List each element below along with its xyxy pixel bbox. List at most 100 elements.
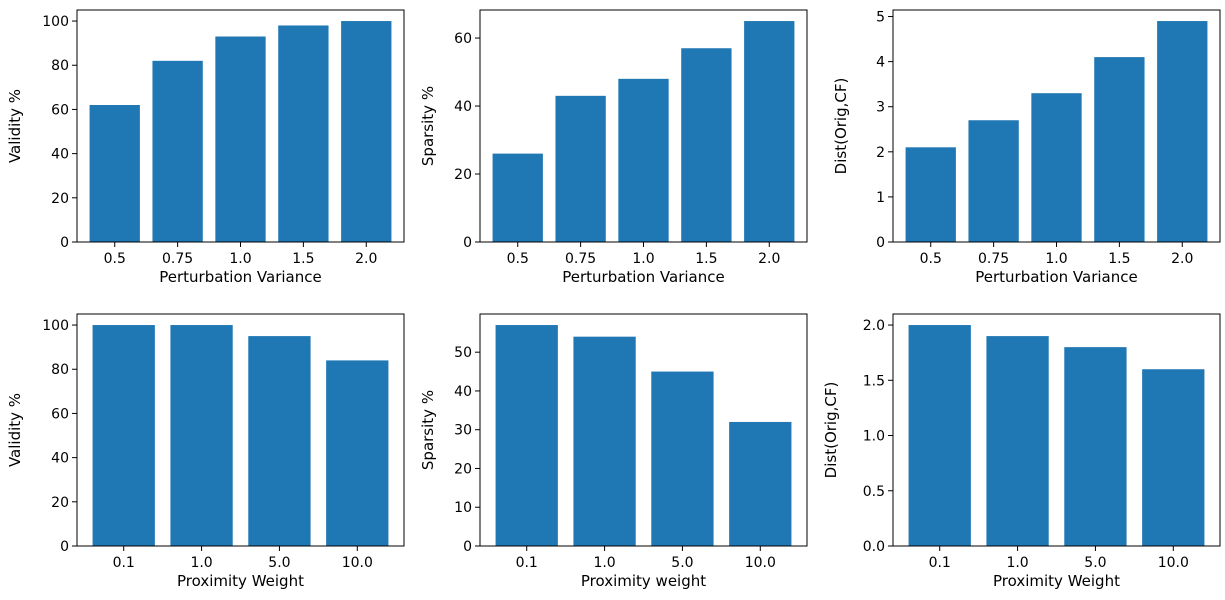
x-tick-label: 0.5 bbox=[104, 251, 126, 267]
x-axis-label: Perturbation Variance bbox=[975, 268, 1137, 286]
x-tick-label: 1.0 bbox=[632, 251, 654, 267]
bar-1_5 bbox=[681, 48, 732, 242]
y-tick-label: 60 bbox=[51, 406, 69, 422]
y-tick-label: 0 bbox=[60, 235, 69, 251]
bar-1_5 bbox=[1094, 57, 1145, 242]
bar-5_0 bbox=[651, 371, 714, 546]
y-tick-label: 1.0 bbox=[863, 429, 885, 445]
y-tick-label: 0 bbox=[60, 539, 69, 555]
y-tick-label: 20 bbox=[51, 191, 69, 207]
x-tick-label: 5.0 bbox=[671, 555, 693, 571]
y-tick-label: 40 bbox=[454, 99, 472, 115]
y-tick-label: 10 bbox=[454, 500, 472, 516]
x-tick-label: 0.1 bbox=[113, 555, 135, 571]
bar-2_0 bbox=[341, 21, 392, 242]
bar-0_5 bbox=[89, 105, 140, 242]
x-tick-label: 1.5 bbox=[1108, 251, 1130, 267]
subplot-5: 0.1 1.0 5.0 10.0 0 10 20 30 40 50 Proximity weight… bbox=[419, 313, 808, 590]
x-axis-label: Perturbation Variance bbox=[562, 268, 724, 286]
y-tick-label: 40 bbox=[454, 384, 472, 400]
axes-frame bbox=[76, 313, 405, 547]
x-axis-label: Proximity Weight bbox=[177, 572, 304, 590]
y-tick-label: 100 bbox=[42, 318, 69, 334]
x-tick-label: 2.0 bbox=[355, 251, 377, 267]
x-axis-label: Proximity Weight bbox=[993, 572, 1120, 590]
x-axis-label: Proximity weight bbox=[581, 572, 706, 590]
bar-5_0 bbox=[1064, 347, 1127, 546]
bar-2_0 bbox=[744, 21, 795, 242]
bar-0_5 bbox=[905, 147, 956, 242]
x-tick-label: 0.1 bbox=[929, 555, 951, 571]
y-tick-label: 5 bbox=[876, 10, 885, 26]
x-tick-label: 0.75 bbox=[565, 251, 596, 267]
bar-1_0 bbox=[1031, 93, 1082, 242]
y-tick-label: 20 bbox=[51, 495, 69, 511]
y-tick-label: 60 bbox=[51, 102, 69, 118]
bar-1_0 bbox=[618, 78, 669, 242]
x-tick-label: 10.0 bbox=[745, 555, 776, 571]
x-tick-label: 1.0 bbox=[1006, 555, 1028, 571]
x-tick-label: 1.0 bbox=[190, 555, 212, 571]
y-tick-label: 80 bbox=[51, 58, 69, 74]
bar-1_0 bbox=[170, 325, 233, 546]
x-tick-label: 5.0 bbox=[268, 555, 290, 571]
y-tick-label: 40 bbox=[51, 451, 69, 467]
x-tick-label: 10.0 bbox=[342, 555, 373, 571]
y-axis-label: Dist(Orig,CF) bbox=[822, 382, 840, 479]
x-tick-label: 5.0 bbox=[1084, 555, 1106, 571]
y-tick-label: 60 bbox=[454, 31, 472, 47]
x-tick-label: 0.75 bbox=[162, 251, 193, 267]
x-tick-label: 1.0 bbox=[1045, 251, 1067, 267]
x-tick-label: 2.0 bbox=[758, 251, 780, 267]
x-axis-label: Perturbation Variance bbox=[159, 268, 321, 286]
x-tick-label: 0.1 bbox=[516, 555, 538, 571]
subplot-3: 0.5 0.75 1.0 1.5 2.0 0 1 2 3 4 5 Perturbation Varia… bbox=[832, 9, 1221, 286]
axes-frame bbox=[892, 313, 1221, 547]
y-tick-label: 2 bbox=[876, 145, 885, 161]
x-tick-label: 10.0 bbox=[1158, 555, 1189, 571]
x-tick-label: 2.0 bbox=[1171, 251, 1193, 267]
y-tick-label: 100 bbox=[42, 14, 69, 30]
bar-0_75 bbox=[555, 95, 606, 242]
bar-1_0 bbox=[573, 336, 636, 546]
x-tick-label: 1.5 bbox=[292, 251, 314, 267]
x-tick-label: 1.0 bbox=[593, 555, 615, 571]
y-tick-label: 40 bbox=[51, 147, 69, 163]
x-tick-label: 0.5 bbox=[920, 251, 942, 267]
y-tick-label: 0 bbox=[876, 235, 885, 251]
y-tick-label: 50 bbox=[454, 345, 472, 361]
subplot-1: 0.5 0.75 1.0 1.5 2.0 0 20 40 60 80 100 Perturbation… bbox=[6, 9, 405, 286]
bar-0_75 bbox=[152, 60, 203, 242]
y-tick-label: 0.5 bbox=[863, 484, 885, 500]
y-tick-label: 4 bbox=[876, 55, 885, 71]
x-tick-label: 0.75 bbox=[978, 251, 1009, 267]
bar-0_5 bbox=[492, 153, 543, 242]
y-axis-label: Sparsity % bbox=[419, 390, 437, 470]
subplot-2: 0.5 0.75 1.0 1.5 2.0 0 20 40 60 Perturbation Vari… bbox=[419, 9, 808, 286]
y-tick-label: 3 bbox=[876, 100, 885, 116]
y-tick-label: 1.5 bbox=[863, 373, 885, 389]
y-tick-label: 30 bbox=[454, 423, 472, 439]
bar-10_0 bbox=[1142, 369, 1205, 546]
y-axis-label: Validity % bbox=[6, 393, 24, 467]
bar-0_75 bbox=[968, 120, 1019, 242]
bar-2_0 bbox=[1157, 21, 1208, 242]
x-tick-label: 1.0 bbox=[229, 251, 251, 267]
bar-0_1 bbox=[92, 325, 155, 546]
y-axis-label: Sparsity % bbox=[419, 86, 437, 166]
bar-0_1 bbox=[495, 325, 558, 546]
bar-0_1 bbox=[908, 325, 971, 546]
y-tick-label: 80 bbox=[51, 362, 69, 378]
bar-1_0 bbox=[215, 36, 266, 243]
bar-1_5 bbox=[278, 25, 329, 242]
x-tick-label: 1.5 bbox=[695, 251, 717, 267]
y-tick-label: 0 bbox=[463, 235, 472, 251]
y-axis-label: Validity % bbox=[6, 89, 24, 163]
y-tick-label: 1 bbox=[876, 190, 885, 206]
y-tick-label: 20 bbox=[454, 461, 472, 477]
y-tick-label: 2.0 bbox=[863, 318, 885, 334]
bar-10_0 bbox=[729, 421, 792, 546]
y-tick-label: 0 bbox=[463, 539, 472, 555]
y-tick-label: 20 bbox=[454, 167, 472, 183]
